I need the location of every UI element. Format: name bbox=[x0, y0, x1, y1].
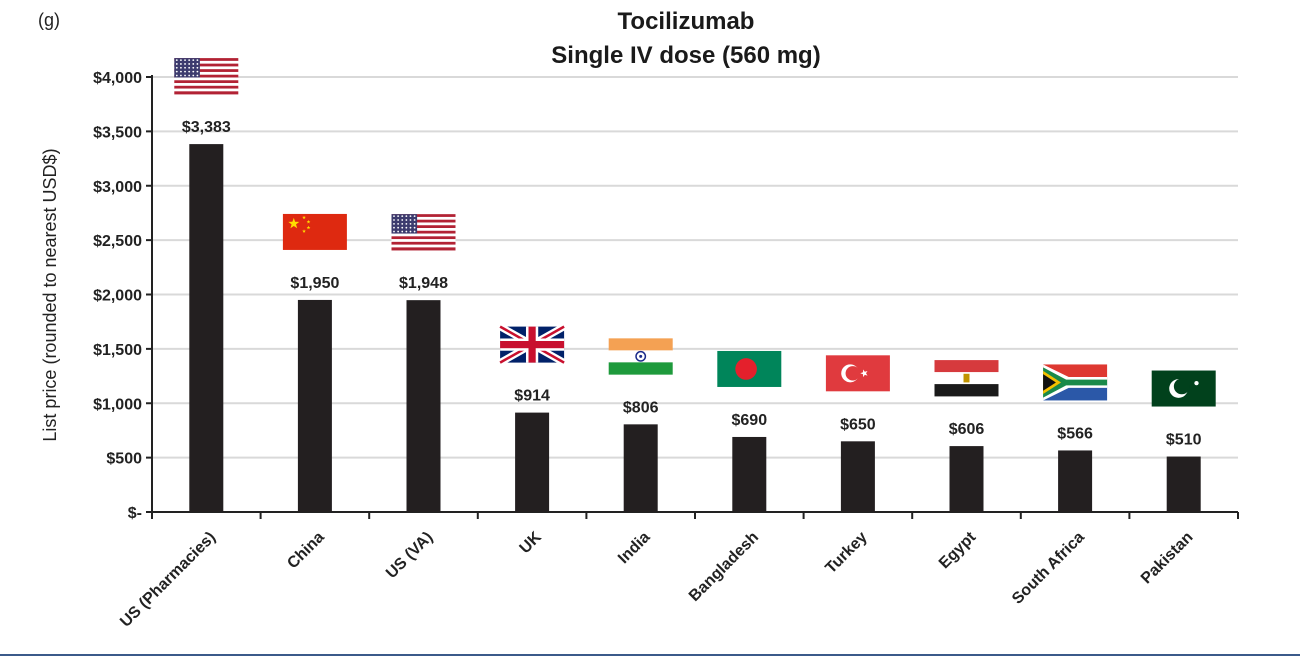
panel-label: (g) bbox=[38, 10, 60, 30]
chart-title: Tocilizumab bbox=[617, 8, 755, 35]
y-tick-label: $4,000 bbox=[93, 70, 142, 87]
y-tick-label: $500 bbox=[106, 451, 142, 468]
x-tick-label: India bbox=[615, 529, 653, 567]
bar bbox=[732, 436, 767, 512]
data-label: $510 bbox=[1166, 432, 1202, 449]
x-tick-label: US (Pharmacies) bbox=[117, 529, 219, 631]
y-tick-label: $- bbox=[128, 505, 142, 522]
data-label: $806 bbox=[623, 399, 659, 416]
bar bbox=[1058, 450, 1093, 512]
x-tick-label: UK bbox=[517, 528, 546, 557]
pakistan-flag-icon bbox=[1151, 370, 1216, 407]
x-tick-label: Pakistan bbox=[1138, 529, 1197, 588]
y-tick-label: $2,500 bbox=[93, 233, 142, 250]
india-flag-icon bbox=[608, 338, 673, 375]
bar bbox=[623, 424, 658, 512]
y-tick-label: $1,000 bbox=[93, 396, 142, 413]
y-axis-title: List price (rounded to nearest USD$) bbox=[40, 148, 60, 441]
chart-subtitle: Single IV dose (560 mg) bbox=[551, 42, 821, 69]
x-tick-label: South Africa bbox=[1009, 529, 1088, 608]
turkey-flag-icon bbox=[825, 355, 890, 392]
us-flag-icon bbox=[174, 58, 239, 95]
bottom-divider bbox=[0, 654, 1300, 656]
bar bbox=[406, 300, 441, 512]
y-tick-label: $2,000 bbox=[93, 288, 142, 305]
x-tick-label: Turkey bbox=[822, 529, 870, 577]
data-label: $606 bbox=[949, 421, 985, 438]
data-label: $690 bbox=[732, 412, 768, 429]
bar bbox=[297, 299, 332, 512]
x-tick-label: Egypt bbox=[936, 528, 980, 572]
data-label: $914 bbox=[514, 388, 550, 405]
x-tick-label: Bangladesh bbox=[686, 529, 762, 605]
south-africa-flag-icon bbox=[1043, 364, 1108, 401]
china-flag-icon bbox=[282, 213, 347, 250]
data-label: $650 bbox=[840, 416, 876, 433]
bar bbox=[840, 441, 875, 512]
data-label: $3,383 bbox=[182, 119, 231, 136]
x-tick-label: US (VA) bbox=[383, 529, 436, 582]
egypt-flag-icon bbox=[934, 360, 999, 397]
bar bbox=[949, 446, 984, 512]
data-label: $566 bbox=[1057, 425, 1093, 442]
y-tick-label: $3,500 bbox=[93, 124, 142, 141]
bangladesh-flag-icon bbox=[717, 350, 782, 387]
uk-flag-icon bbox=[498, 323, 566, 366]
data-label: $1,948 bbox=[399, 275, 448, 292]
y-tick-label: $1,500 bbox=[93, 342, 142, 359]
us-flag-icon bbox=[391, 214, 456, 251]
x-tick-label: China bbox=[284, 529, 328, 573]
bar bbox=[1166, 456, 1201, 512]
data-label: $1,950 bbox=[290, 275, 339, 292]
bar bbox=[515, 412, 550, 512]
y-tick-label: $3,000 bbox=[93, 179, 142, 196]
bar bbox=[189, 144, 224, 512]
